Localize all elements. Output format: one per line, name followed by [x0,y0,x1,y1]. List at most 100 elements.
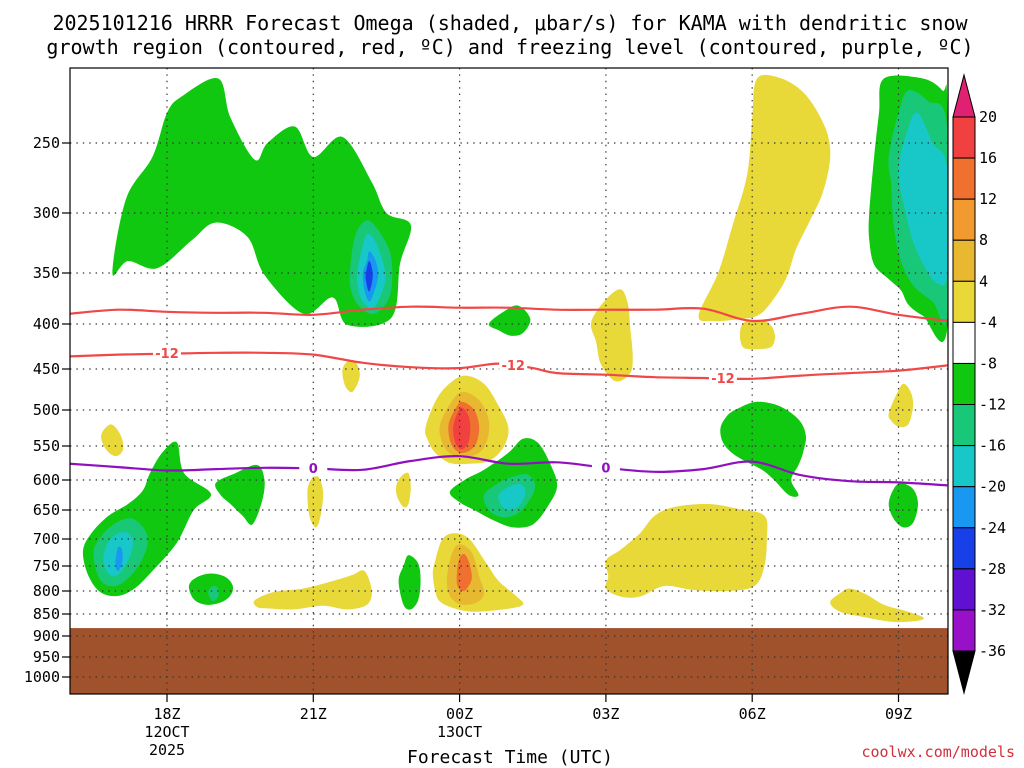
contour-label-bg-1-1 [499,357,528,374]
omega-region-g15 [215,464,265,525]
contour-label-bg-1-2 [708,370,737,387]
y-tick-label-850: 850 [33,605,60,623]
y-tick-label-800: 800 [33,582,60,600]
colorbar-band-9 [952,445,976,488]
pressure-axis: 250 300 350 400 450 500 550 600 650 700 750 800 850 9… [24,134,70,686]
omega-region-y4 [342,359,360,393]
colorbar-label-2: 12 [979,190,997,208]
colorbar-band-13 [952,609,976,652]
colorbar-label-6: -8 [979,354,997,372]
y-tick-label-550: 550 [33,437,60,455]
colorbar-band-11 [952,527,976,570]
contour-label-bg-2-1 [591,459,620,476]
colorbar-band-1 [952,116,976,159]
x-tick-label-18Z: 18Z [153,705,180,723]
colorbar-label-8: -16 [979,437,1006,455]
omega-region-g19 [888,483,918,528]
omega-region-y7 [307,475,324,528]
x-tick-label-06Z: 06Z [739,705,766,723]
colorbar-band-12 [952,568,976,611]
omega-region-g1 [112,77,412,327]
colorbar-top-arrow [952,73,976,118]
omega-region-g21 [208,585,219,602]
colorbar-label-5: -4 [979,313,997,331]
site-credit: coolwx.com/models [861,743,1015,761]
colorbar-label-4: 4 [979,272,988,290]
x-tick-sublabel-18Z-1: 2025 [149,741,185,759]
y-tick-label-1000: 1000 [24,668,60,686]
contour-label-2-0: 0 [309,462,318,477]
contour-label-1-1: -12 [501,359,525,374]
colorbar-band-5 [952,280,976,323]
omega-colorbar: 20 16 12 8 4 -4 -8 -12 -16 -20 -24 -28 -32 -36 [952,73,1006,695]
omega-region-g10 [720,401,807,497]
y-tick-label-400: 400 [33,315,60,333]
omega-shading-layer [82,74,948,623]
chart-title-line-1: 2025101216 HRRR Forecast Omega (shaded, … [52,11,968,35]
colorbar-band-4 [952,239,976,282]
omega-region-o7 [456,553,472,592]
colorbar-band-8 [952,404,976,447]
x-tick-label-09Z: 09Z [885,705,912,723]
colorbar-label-1: 16 [979,149,997,167]
contour-label-bg-2-0 [299,460,328,477]
y-tick-label-900: 900 [33,627,60,645]
x-tick-label-00Z: 00Z [446,705,473,723]
colorbar-band-7 [952,362,976,406]
y-tick-label-600: 600 [33,471,60,489]
colorbar-label-13: -36 [979,642,1006,660]
omega-region-y2 [698,74,831,322]
contour-label-bg-1-0 [153,345,181,362]
omega-region-y5 [101,424,124,457]
temperature-contours: -12 -12 -12 0 0 [70,305,948,487]
y-tick-label-650: 650 [33,501,60,519]
x-tick-label-21Z: 21Z [300,705,327,723]
omega-region-g9 [898,112,948,286]
contour-label-1-0: -12 [155,347,179,362]
x-tick-label-03Z: 03Z [592,705,619,723]
omega-region-y10 [253,570,372,610]
y-tick-label-350: 350 [33,264,60,282]
colorbar-label-11: -28 [979,560,1006,578]
y-tick-label-300: 300 [33,204,60,222]
y-tick-label-950: 950 [33,648,60,666]
omega-region-y3 [739,320,775,350]
omega-region-g14 [115,546,123,572]
colorbar-label-3: 8 [979,231,988,249]
y-tick-label-450: 450 [33,360,60,378]
colorbar-band-2 [952,157,976,200]
omega-region-g18 [498,484,526,511]
colorbar-band-10 [952,486,976,529]
omega-region-y9 [605,503,768,598]
chart-title-line-2: growth region (contoured, red, ºC) and f… [46,35,973,59]
contour-line-2 [70,455,948,487]
x-tick-sublabel-18Z-0: 12OCT [144,723,189,741]
colorbar-band-6 [952,321,976,364]
contour-label-2-1: 0 [601,461,610,476]
colorbar-label-12: -32 [979,601,1006,619]
y-tick-label-250: 250 [33,134,60,152]
contour-label-1-2: -12 [711,372,735,387]
contour-line-0 [70,305,948,323]
omega-region-o4 [453,407,471,450]
omega-region-y11 [830,588,924,623]
colorbar-label-7: -12 [979,396,1006,414]
omega-region-g22 [398,555,421,610]
omega-region-y6 [888,383,914,428]
omega-region-y1 [590,289,633,382]
x-axis-title: Forecast Time (UTC) [407,747,613,768]
omega-region-g6 [488,305,531,336]
y-tick-label-700: 700 [33,530,60,548]
colorbar-label-10: -24 [979,519,1006,537]
colorbar-label-0: 20 [979,108,997,126]
y-tick-label-500: 500 [33,401,60,419]
omega-region-y8 [395,472,411,508]
colorbar-bottom-arrow [952,650,976,695]
colorbar-label-9: -20 [979,478,1006,496]
y-tick-label-750: 750 [33,557,60,575]
colorbar-band-3 [952,198,976,241]
plot-frame [69,67,949,695]
ground-terrain [70,628,948,694]
